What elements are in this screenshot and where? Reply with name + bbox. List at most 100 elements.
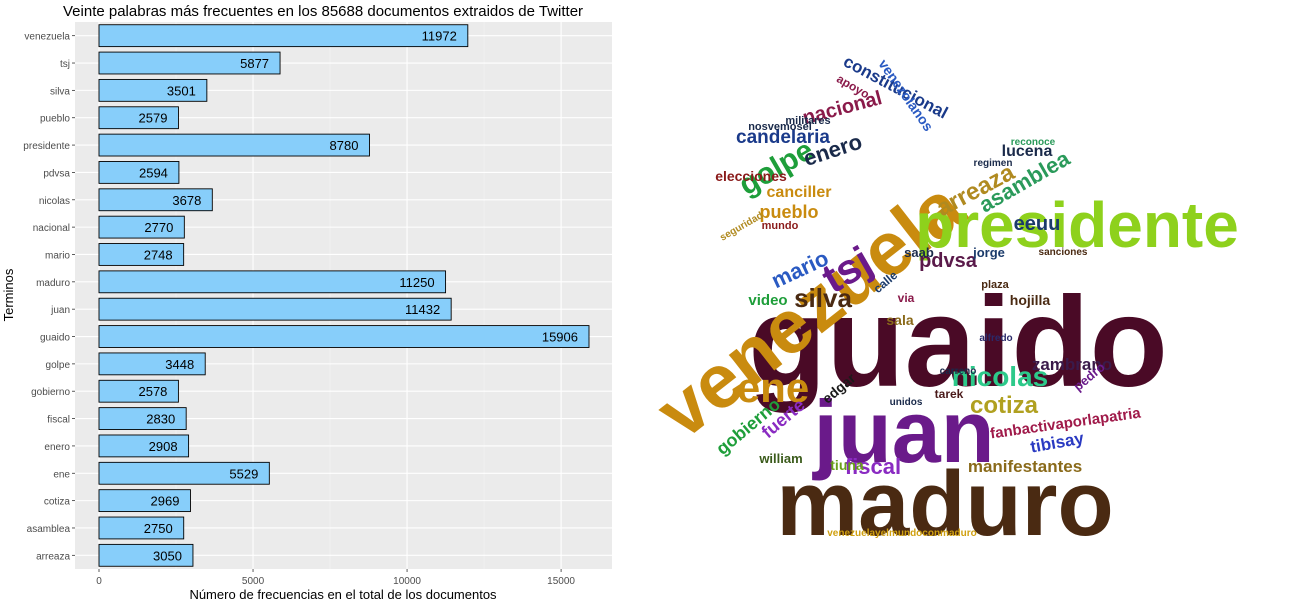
bar-gobierno bbox=[98, 379, 179, 403]
cloud-word-reconoce: reconoce bbox=[1011, 137, 1056, 148]
cloud-word-alfredo: alfredo bbox=[979, 333, 1012, 344]
cloud-word-carreno: carreno bbox=[940, 366, 977, 377]
data-label-fiscal: 2830 bbox=[146, 412, 175, 427]
data-label-mario: 2748 bbox=[144, 247, 173, 262]
y-tick-label-golpe: golpe bbox=[46, 360, 71, 371]
cloud-word-hojilla: hojilla bbox=[1010, 292, 1051, 308]
bar-guaido bbox=[98, 325, 590, 348]
bar-cotiza bbox=[98, 489, 191, 513]
bar-ene bbox=[98, 461, 270, 485]
bars bbox=[98, 24, 590, 567]
data-label-nacional: 2770 bbox=[144, 220, 173, 235]
cloud-word-video: video bbox=[748, 292, 787, 309]
bar-pueblo bbox=[98, 106, 179, 130]
cloud-word-silva: silva bbox=[794, 283, 852, 313]
data-label-cotiza: 2969 bbox=[151, 494, 180, 509]
word-cloud: guaido maduro juan venezuela presidente ene ts… bbox=[640, 0, 1299, 602]
bar-chart: Veinte palabras más frecuentes en los 85… bbox=[0, 0, 640, 602]
chart-title: Veinte palabras más frecuentes en los 85… bbox=[63, 3, 583, 20]
y-tick-label-cotiza: cotiza bbox=[44, 497, 71, 508]
cloud-word-tiuna: tiuna bbox=[830, 457, 864, 473]
bar-nacional bbox=[98, 215, 185, 239]
cloud-word-nicolas: nicolas bbox=[952, 361, 1048, 392]
cloud-word-seguridad: seguridad bbox=[718, 210, 765, 243]
cloud-word-pueblo: pueblo bbox=[760, 202, 819, 222]
x-tick-label-10000: 10000 bbox=[393, 576, 421, 587]
y-tick-label-mario: mario bbox=[45, 250, 70, 261]
x-tick-labels: 0 5000 10000 15000 bbox=[96, 569, 575, 587]
cloud-word-regimen: regimen bbox=[974, 158, 1013, 169]
data-label-maduro: 11250 bbox=[399, 275, 434, 290]
cloud-word-pdvsa: pdvsa bbox=[919, 250, 978, 272]
y-tick-label-nacional: nacional bbox=[33, 223, 70, 234]
data-labels: 11972 5877 3501 2579 8780 2594 3678 2770 2748 112… bbox=[138, 29, 578, 564]
plot-panel bbox=[75, 22, 612, 569]
y-tick-label-nicolas: nicolas bbox=[39, 196, 70, 207]
data-label-venezuela: 11972 bbox=[422, 29, 457, 44]
bar-arreaza bbox=[98, 543, 194, 567]
bar-mario bbox=[98, 243, 185, 266]
cloud-word-manifestantes: manifestantes bbox=[968, 457, 1082, 476]
bar-presidente bbox=[98, 133, 370, 157]
y-tick-label-juan: juan bbox=[50, 305, 70, 316]
y-tick-label-tsj: tsj bbox=[60, 59, 70, 70]
x-axis-title: Número de frecuencias en el total de los… bbox=[189, 587, 497, 602]
bar-chart-svg: Veinte palabras más frecuentes en los 85… bbox=[1, 3, 612, 602]
bar-asamblea bbox=[98, 516, 185, 540]
data-label-silva: 3501 bbox=[167, 83, 196, 98]
y-tick-label-silva: silva bbox=[50, 86, 70, 97]
cloud-word-guaido: guaido bbox=[748, 271, 1168, 414]
cloud-word-venezuelayelmundoconmaduro: venezuelayelmundoconmaduro bbox=[827, 528, 976, 539]
y-tick-label-pdvsa: pdvsa bbox=[43, 168, 70, 179]
y-tick-label-arreaza: arreaza bbox=[36, 551, 70, 562]
x-tick-label-0: 0 bbox=[96, 576, 102, 587]
y-tick-label-presidente: presidente bbox=[23, 141, 70, 152]
data-label-nicolas: 3678 bbox=[172, 193, 201, 208]
data-label-presidente: 8780 bbox=[330, 138, 359, 153]
data-label-juan: 11432 bbox=[405, 302, 440, 317]
bar-fiscal bbox=[98, 407, 187, 430]
data-label-gobierno: 2578 bbox=[138, 384, 167, 399]
cloud-word-mundo: mundo bbox=[762, 220, 799, 232]
cloud-word-plaza: plaza bbox=[981, 279, 1009, 291]
bar-golpe bbox=[98, 352, 206, 376]
cloud-word-candelaria: candelaria bbox=[736, 127, 830, 148]
bar-nicolas bbox=[98, 188, 213, 212]
y-axis-title: Terminos bbox=[1, 268, 16, 321]
cloud-word-via: via bbox=[898, 291, 915, 305]
y-tick-label-gobierno: gobierno bbox=[31, 387, 70, 398]
bar-venezuela bbox=[98, 24, 469, 48]
cloud-word-ene: ene bbox=[737, 364, 809, 411]
data-label-tsj: 5877 bbox=[240, 56, 269, 71]
y-tick-label-maduro: maduro bbox=[36, 278, 70, 289]
data-label-pueblo: 2579 bbox=[139, 111, 168, 126]
bar-enero bbox=[98, 434, 190, 458]
bar-maduro bbox=[98, 270, 447, 294]
x-tick-label-15000: 15000 bbox=[547, 576, 575, 587]
cloud-word-tarek: tarek bbox=[935, 387, 964, 401]
cloud-word-eeuu: eeuu bbox=[1014, 213, 1061, 235]
cloud-word-zambrano: zambrano bbox=[1032, 355, 1112, 374]
cloud-word-sanciones: sanciones bbox=[1039, 247, 1088, 258]
y-tick-label-enero: enero bbox=[44, 442, 70, 453]
cloud-word-juan: juan bbox=[812, 382, 995, 481]
y-tick-label-guaido: guaido bbox=[40, 333, 70, 344]
cloud-word-presidente: presidente bbox=[915, 189, 1239, 261]
cloud-word-jorge: jorge bbox=[972, 245, 1005, 260]
data-label-guaido: 15906 bbox=[542, 330, 578, 345]
data-label-pdvsa: 2594 bbox=[139, 165, 168, 180]
cloud-word-lucena: lucena bbox=[1002, 143, 1053, 160]
y-tick-labels: venezuela tsj silva pueblo presidente pdvsa ni… bbox=[23, 32, 75, 562]
y-tick-label-asamblea: asamblea bbox=[27, 524, 71, 535]
bar-silva bbox=[98, 78, 208, 102]
cloud-word-nosvemosel: nosvemosel bbox=[748, 121, 812, 133]
bar-juan bbox=[98, 297, 452, 321]
cloud-word-maduro: maduro bbox=[776, 453, 1113, 555]
y-tick-label-pueblo: pueblo bbox=[40, 114, 70, 125]
cloud-word-elecciones: elecciones bbox=[715, 168, 787, 184]
bar-tsj bbox=[98, 51, 281, 75]
cloud-word-william: william bbox=[758, 451, 802, 466]
cloud-word-unidos: unidos bbox=[890, 397, 923, 408]
cloud-word-militares: militares bbox=[785, 115, 830, 127]
cloud-word-fiscal: fiscal bbox=[845, 454, 901, 479]
